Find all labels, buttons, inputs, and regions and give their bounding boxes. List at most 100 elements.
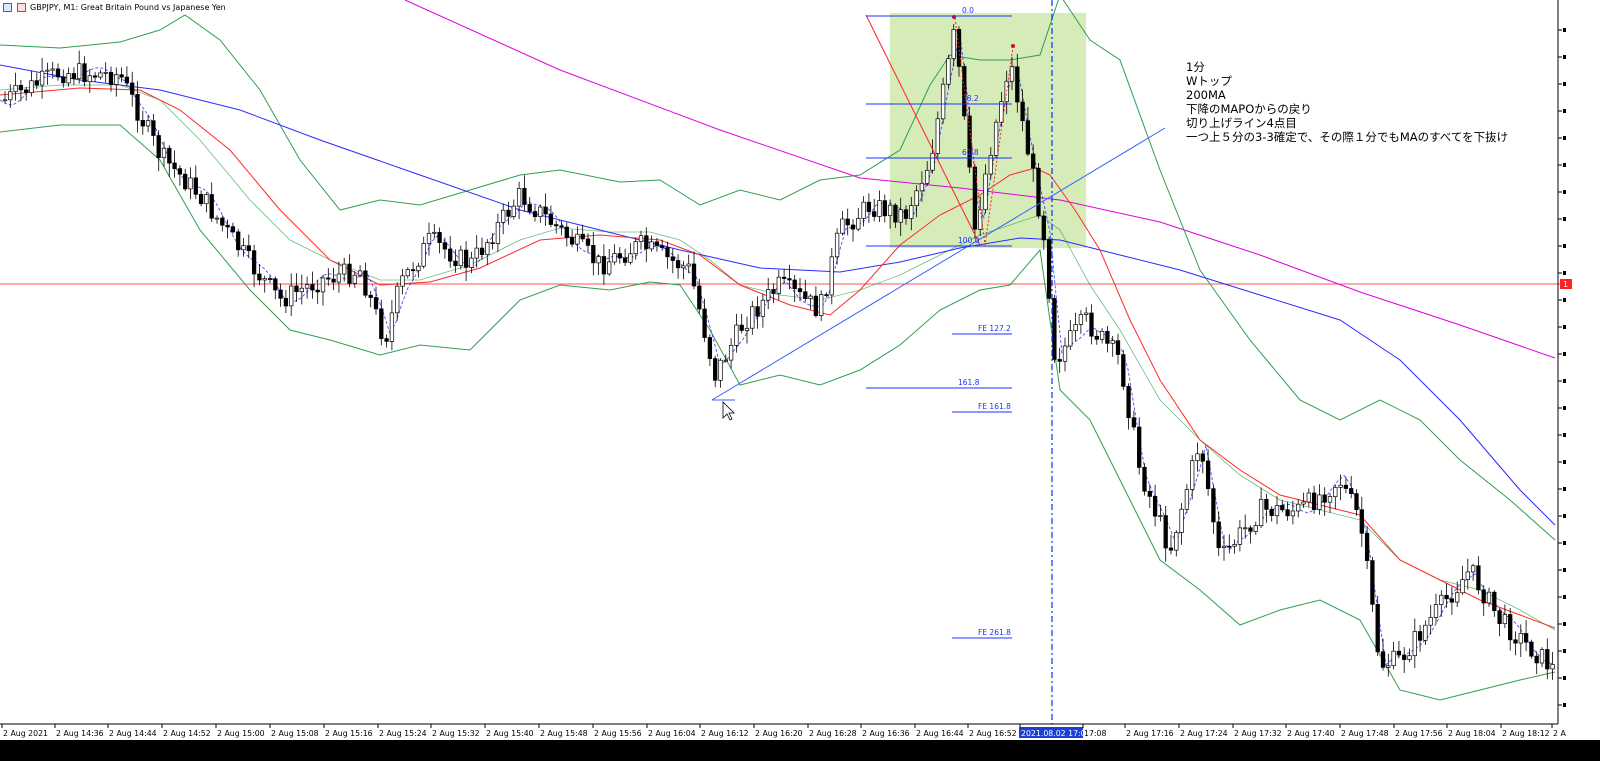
candle-body bbox=[935, 118, 940, 154]
candlestick bbox=[925, 161, 930, 186]
crosshair-time-label: 2021.08.02 17:05 bbox=[1021, 729, 1091, 738]
candlestick bbox=[1380, 638, 1386, 671]
time-axis-label: 2 Aug 15:48 bbox=[540, 729, 588, 738]
candlestick bbox=[1020, 89, 1025, 132]
candlestick bbox=[352, 271, 357, 288]
candle-body bbox=[686, 263, 691, 267]
candlestick bbox=[1391, 641, 1396, 670]
candle-body bbox=[92, 75, 98, 78]
candlestick bbox=[363, 262, 368, 298]
candle-body bbox=[50, 68, 55, 71]
candlestick bbox=[98, 69, 103, 80]
candlestick bbox=[1036, 163, 1041, 219]
candlestick bbox=[1232, 539, 1237, 554]
candlestick bbox=[1195, 442, 1200, 472]
candle-body bbox=[177, 168, 183, 175]
candle-body bbox=[951, 29, 956, 59]
candlestick bbox=[379, 299, 384, 346]
candle-body bbox=[1179, 508, 1184, 533]
candlestick bbox=[1322, 487, 1327, 516]
candle-body bbox=[98, 72, 103, 78]
candle-body bbox=[1550, 664, 1555, 670]
candle-body bbox=[813, 295, 819, 316]
candle-body bbox=[29, 80, 34, 94]
candle-body bbox=[734, 324, 739, 346]
candlestick bbox=[1078, 310, 1084, 334]
fibo-expansion-label: FE 261.8 bbox=[978, 628, 1011, 637]
candlestick bbox=[1142, 463, 1147, 496]
candle-body bbox=[559, 225, 564, 228]
candlestick bbox=[225, 219, 230, 239]
candlestick bbox=[1523, 620, 1529, 652]
time-axis-label: 2 Aug 14:36 bbox=[56, 729, 104, 738]
candlestick bbox=[803, 279, 808, 302]
candle-body bbox=[1301, 501, 1306, 505]
fibo-level-label: 61.8 bbox=[962, 148, 979, 157]
candle-body bbox=[1375, 604, 1380, 653]
candlestick bbox=[1269, 506, 1274, 522]
candlestick bbox=[1147, 484, 1152, 508]
candle-body bbox=[304, 284, 310, 289]
candle-body bbox=[1057, 359, 1062, 362]
candlestick bbox=[824, 292, 829, 298]
bollinger-middle-band bbox=[0, 84, 1556, 631]
candle-body bbox=[930, 152, 935, 171]
bottom-bar bbox=[0, 740, 1600, 761]
candle-body bbox=[400, 275, 405, 287]
candlestick bbox=[797, 278, 803, 302]
candle-body bbox=[204, 194, 209, 205]
candle-body bbox=[151, 120, 156, 136]
candle-body bbox=[1126, 386, 1131, 419]
candlestick bbox=[167, 145, 172, 177]
time-axis-label: 2 Aug 16:28 bbox=[809, 729, 857, 738]
candle-body bbox=[1338, 484, 1343, 488]
candle-body bbox=[389, 312, 395, 342]
candle-body bbox=[1062, 345, 1068, 362]
candlestick bbox=[935, 111, 940, 160]
candle-body bbox=[675, 260, 681, 269]
candlestick bbox=[432, 223, 437, 239]
candle-body bbox=[71, 73, 77, 80]
price-chart[interactable]: 0.0 38.2 61.8 100.0 161.8 FE 127.2 FE 161.8 FE … bbox=[0, 0, 1600, 740]
candlestick bbox=[633, 238, 638, 260]
candle-body bbox=[797, 288, 803, 293]
candlestick bbox=[24, 87, 29, 101]
candle-body bbox=[1349, 488, 1354, 494]
candlestick bbox=[151, 114, 156, 146]
candlestick bbox=[1057, 347, 1062, 373]
chart-menu-icon[interactable] bbox=[3, 2, 12, 12]
candle-body bbox=[368, 294, 373, 298]
price-axis-tick-label bbox=[1563, 352, 1566, 356]
candle-body bbox=[77, 63, 82, 80]
candle-body bbox=[1274, 505, 1280, 517]
candlestick bbox=[1364, 526, 1370, 570]
candlestick bbox=[92, 72, 98, 82]
candlestick bbox=[1502, 604, 1508, 629]
candle-body bbox=[1195, 453, 1200, 462]
candlestick bbox=[893, 203, 898, 228]
candle-body bbox=[193, 177, 198, 195]
candle-body bbox=[1296, 503, 1301, 512]
ma-mid-line bbox=[0, 64, 1556, 526]
candle-body bbox=[87, 75, 92, 83]
candlestick bbox=[819, 290, 824, 322]
annotation-line: 下降のMAPOからの戻り bbox=[1186, 102, 1312, 116]
candlestick bbox=[1470, 563, 1476, 581]
candlestick bbox=[622, 248, 628, 266]
candle-body bbox=[1534, 655, 1539, 664]
candle-body bbox=[209, 194, 214, 219]
candle-body bbox=[644, 235, 649, 250]
candlestick bbox=[649, 235, 654, 252]
time-axis-label: 2 Aug 17:56 bbox=[1395, 729, 1443, 738]
candlestick bbox=[278, 283, 283, 307]
time-axis-label: 2 Aug 16:36 bbox=[862, 729, 910, 738]
candlestick bbox=[1115, 333, 1121, 365]
candle-body bbox=[649, 241, 654, 250]
candlestick bbox=[1200, 450, 1205, 474]
candlestick bbox=[702, 298, 707, 342]
candle-body bbox=[1020, 101, 1025, 122]
candlestick bbox=[458, 245, 463, 270]
chart-window-icon[interactable] bbox=[17, 2, 26, 12]
candle-body bbox=[1258, 498, 1264, 527]
